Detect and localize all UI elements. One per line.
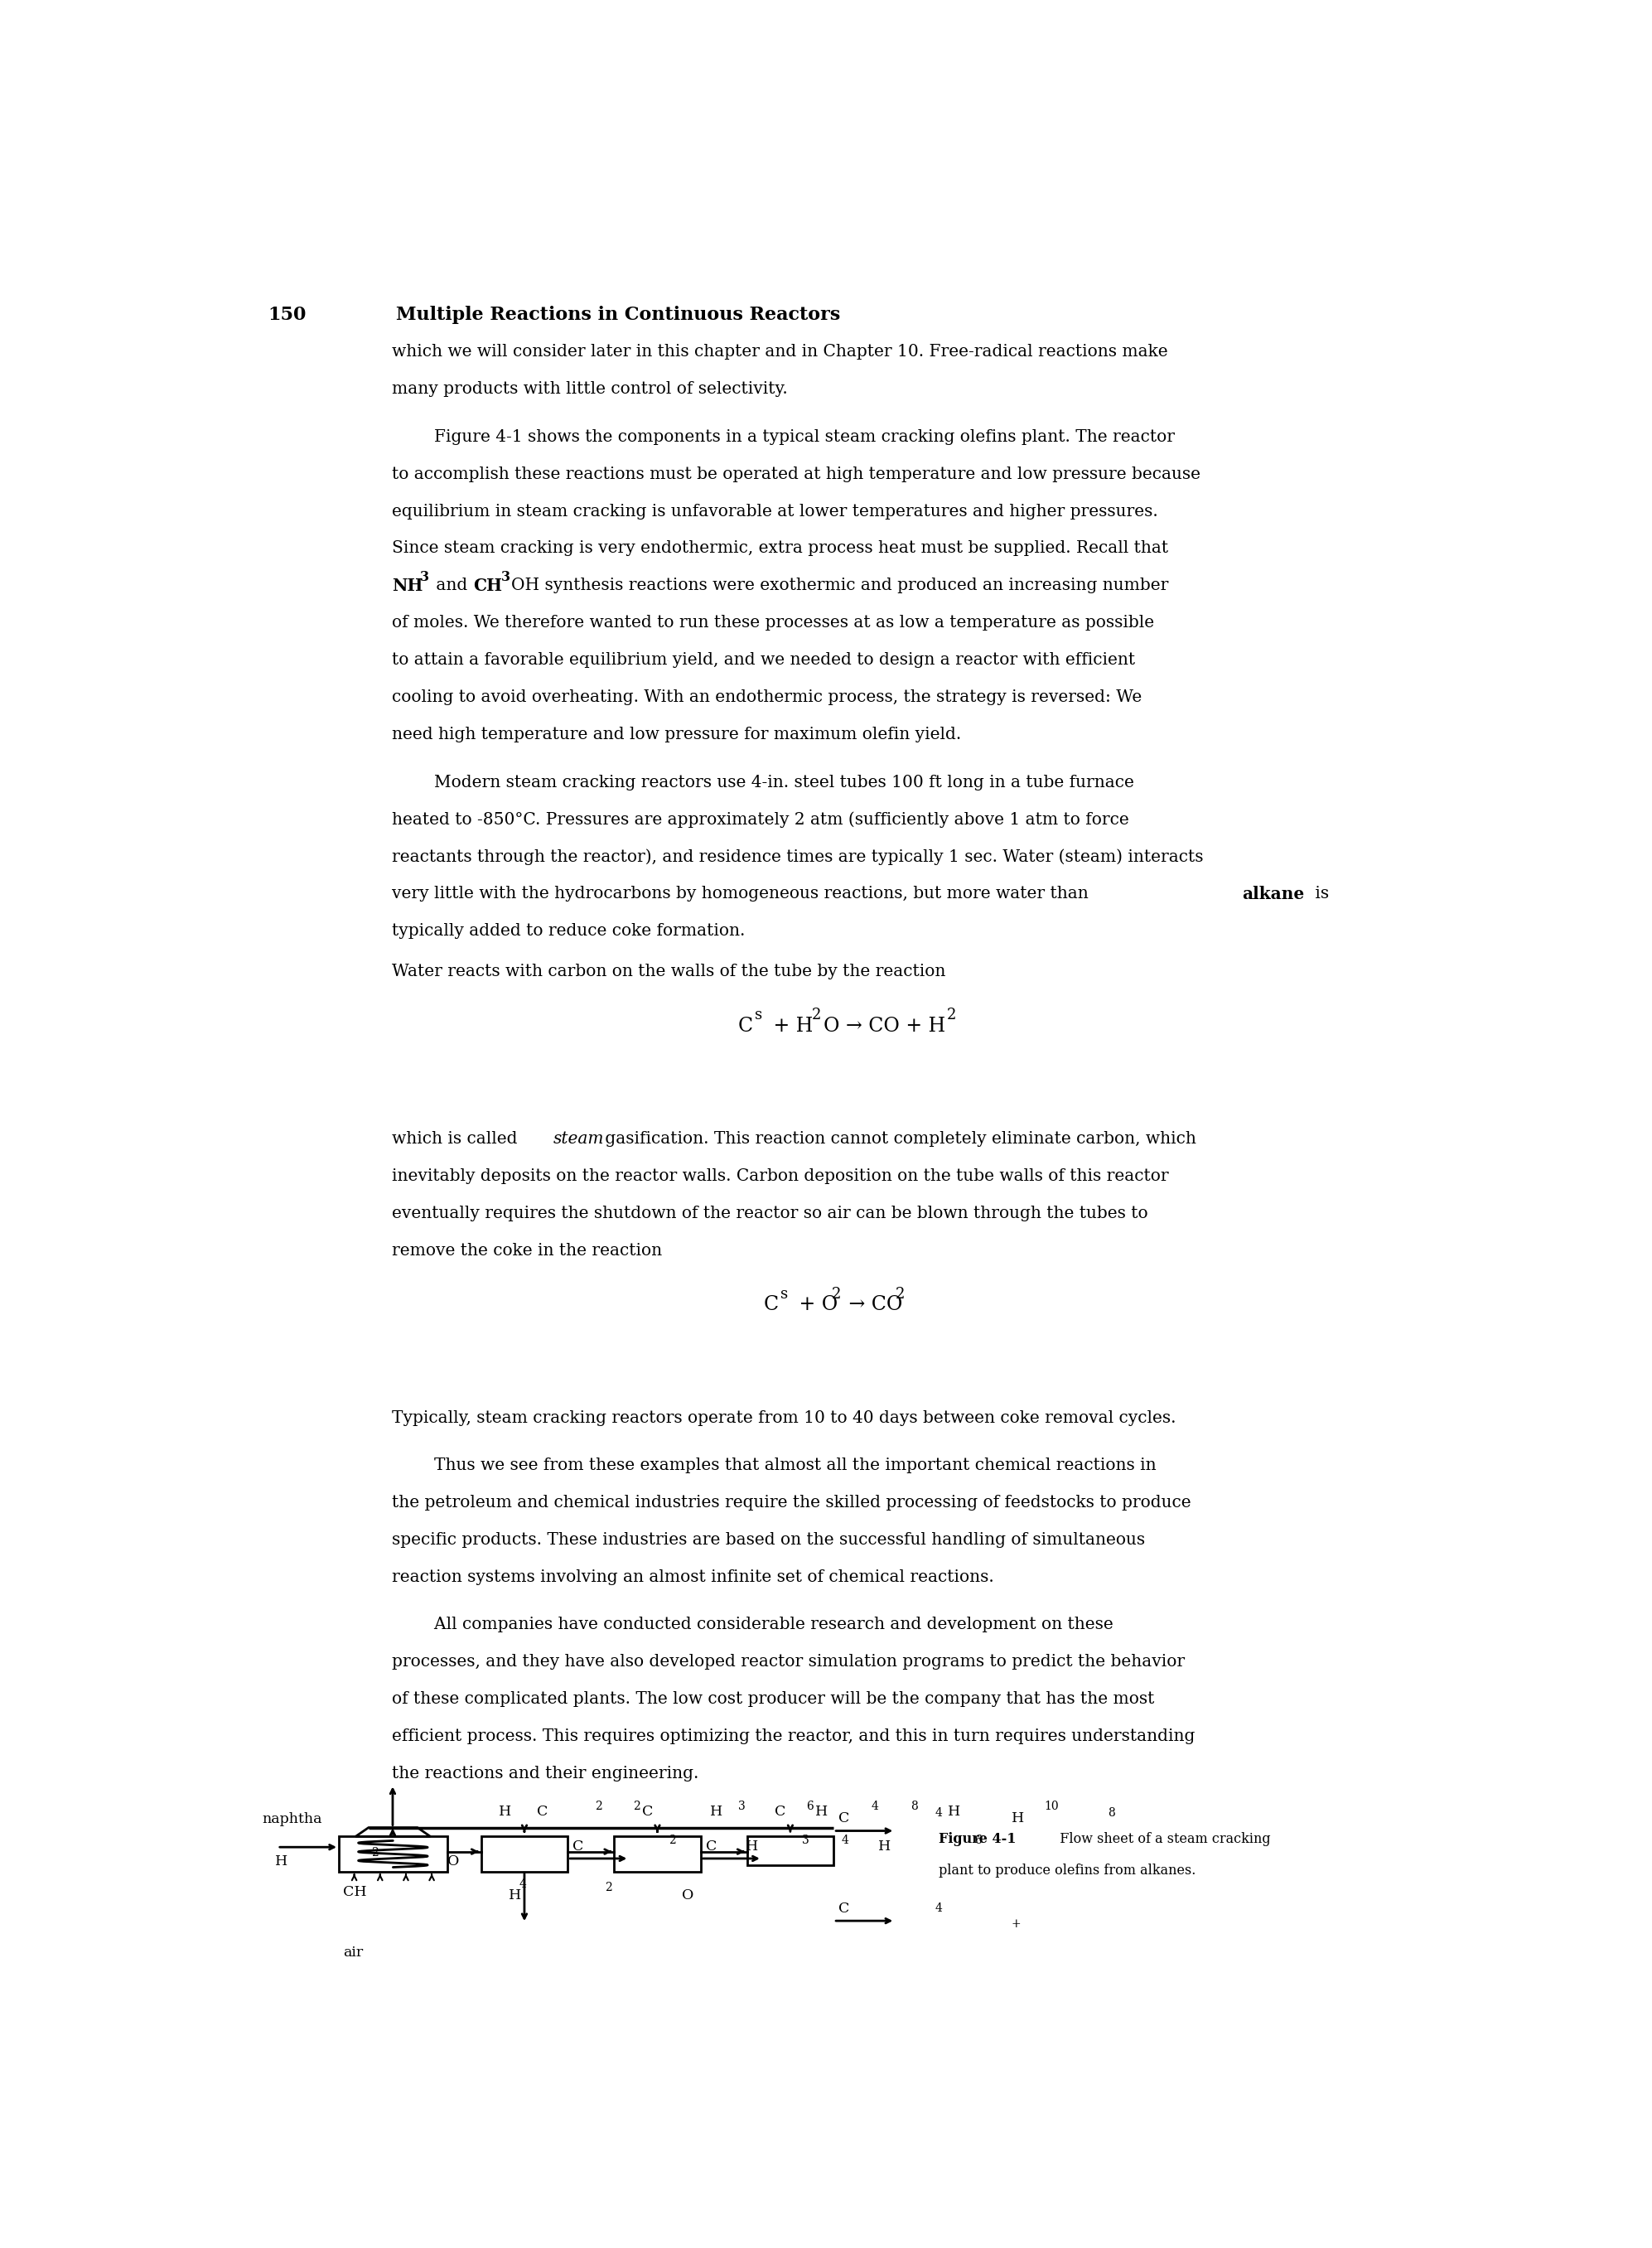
Text: → CO: → CO xyxy=(843,1295,902,1315)
Text: many products with little control of selectivity.: many products with little control of sel… xyxy=(392,382,788,398)
Text: C: C xyxy=(839,1902,849,1915)
Text: 3: 3 xyxy=(738,1801,745,1812)
Text: 10: 10 xyxy=(1044,1801,1059,1812)
Text: efficient process. This requires optimizing the reactor, and this in turn requir: efficient process. This requires optimiz… xyxy=(392,1729,1196,1744)
Text: 2: 2 xyxy=(605,1882,613,1893)
Text: equilibrium in steam cracking is unfavorable at lower temperatures and higher pr: equilibrium in steam cracking is unfavor… xyxy=(392,504,1158,519)
Text: 4: 4 xyxy=(935,1902,942,1913)
Text: 8: 8 xyxy=(1107,1807,1115,1819)
Text: C: C xyxy=(643,1805,653,1819)
Text: Figure 4-1: Figure 4-1 xyxy=(938,1832,1016,1846)
Text: C: C xyxy=(839,1812,849,1825)
Text: need high temperature and low pressure for maximum olefin yield.: need high temperature and low pressure f… xyxy=(392,726,961,742)
Text: 2: 2 xyxy=(669,1834,676,1846)
Text: reaction systems involving an almost infinite set of chemical reactions.: reaction systems involving an almost inf… xyxy=(392,1569,995,1585)
Text: is: is xyxy=(1310,886,1330,901)
Text: and: and xyxy=(431,578,472,593)
Text: O: O xyxy=(448,1855,459,1868)
Text: inevitably deposits on the reactor walls. Carbon deposition on the tube walls of: inevitably deposits on the reactor walls… xyxy=(392,1169,1170,1185)
Text: 2: 2 xyxy=(372,1848,378,1859)
Text: of moles. We therefore wanted to run these processes at as low a temperature as : of moles. We therefore wanted to run the… xyxy=(392,616,1155,632)
Text: C: C xyxy=(573,1839,583,1852)
Text: 6: 6 xyxy=(975,1834,981,1846)
Text: O → CO + H: O → CO + H xyxy=(824,1016,945,1036)
Text: 4: 4 xyxy=(871,1801,879,1812)
Text: processes, and they have also developed reactor simulation programs to predict t: processes, and they have also developed … xyxy=(392,1655,1184,1670)
Text: alkane: alkane xyxy=(1242,886,1305,901)
Text: Figure 4-1 shows the components in a typical steam cracking olefins plant. The r: Figure 4-1 shows the components in a typ… xyxy=(392,429,1175,445)
Text: Thus we see from these examples that almost all the important chemical reactions: Thus we see from these examples that alm… xyxy=(392,1457,1156,1472)
Text: 3: 3 xyxy=(501,571,510,584)
Text: C: C xyxy=(763,1295,778,1315)
Text: All companies have conducted considerable research and development on these: All companies have conducted considerabl… xyxy=(392,1616,1113,1632)
Text: C: C xyxy=(537,1805,548,1819)
Text: NH: NH xyxy=(392,578,423,593)
Text: very little with the hydrocarbons by homogeneous reactions, but more water than: very little with the hydrocarbons by hom… xyxy=(392,886,1094,901)
Text: H: H xyxy=(745,1839,758,1852)
Text: the petroleum and chemical industries require the skilled processing of feedstoc: the petroleum and chemical industries re… xyxy=(392,1495,1191,1511)
Text: heated to -850°C. Pressures are approximately 2 atm (sufficiently above 1 atm to: heated to -850°C. Pressures are approxim… xyxy=(392,812,1130,827)
Text: O: O xyxy=(682,1888,694,1902)
Text: C: C xyxy=(738,1016,753,1036)
Text: 8: 8 xyxy=(910,1801,919,1812)
Text: s: s xyxy=(780,1286,788,1302)
Text: C: C xyxy=(705,1839,717,1852)
Text: +: + xyxy=(1011,1918,1021,1929)
Text: remove the coke in the reaction: remove the coke in the reaction xyxy=(392,1243,662,1259)
Text: CH: CH xyxy=(472,578,502,593)
Text: which is called: which is called xyxy=(392,1131,524,1146)
Text: H: H xyxy=(948,1805,960,1819)
Text: H: H xyxy=(509,1888,522,1902)
Text: 150: 150 xyxy=(268,306,306,324)
Text: steam: steam xyxy=(553,1131,605,1146)
Text: specific products. These industries are based on the successful handling of simu: specific products. These industries are … xyxy=(392,1531,1145,1547)
Text: Modern steam cracking reactors use 4-in. steel tubes 100 ft long in a tube furna: Modern steam cracking reactors use 4-in.… xyxy=(392,773,1135,789)
Text: 3: 3 xyxy=(801,1834,809,1846)
Text: reactants through the reactor), and residence times are typically 1 sec. Water (: reactants through the reactor), and resi… xyxy=(392,850,1204,865)
Text: the reactions and their engineering.: the reactions and their engineering. xyxy=(392,1765,699,1780)
Text: H: H xyxy=(1011,1812,1024,1825)
Text: + O: + O xyxy=(793,1295,838,1315)
Text: H: H xyxy=(710,1805,722,1819)
Text: 3: 3 xyxy=(420,571,430,584)
Text: H: H xyxy=(879,1839,890,1852)
Text: 2: 2 xyxy=(895,1286,905,1302)
Text: 4: 4 xyxy=(519,1879,525,1891)
Text: H: H xyxy=(814,1805,828,1819)
Text: to accomplish these reactions must be operated at high temperature and low press: to accomplish these reactions must be op… xyxy=(392,465,1201,481)
Text: C: C xyxy=(775,1805,786,1819)
Text: of these complicated plants. The low cost producer will be the company that has : of these complicated plants. The low cos… xyxy=(392,1690,1155,1706)
Text: 4: 4 xyxy=(935,1807,942,1819)
Text: 4: 4 xyxy=(841,1834,849,1846)
Text: H: H xyxy=(274,1855,287,1868)
Text: s: s xyxy=(755,1007,762,1023)
Text: Flow sheet of a steam cracking: Flow sheet of a steam cracking xyxy=(1051,1832,1270,1846)
Text: + H: + H xyxy=(767,1016,813,1036)
Text: 2: 2 xyxy=(831,1286,841,1302)
Text: air: air xyxy=(342,1947,363,1960)
Text: to attain a favorable equilibrium yield, and we needed to design a reactor with : to attain a favorable equilibrium yield,… xyxy=(392,652,1135,668)
Text: Water reacts with carbon on the walls of the tube by the reaction: Water reacts with carbon on the walls of… xyxy=(392,964,947,980)
Text: typically added to reduce coke formation.: typically added to reduce coke formation… xyxy=(392,924,745,940)
Text: eventually requires the shutdown of the reactor so air can be blown through the : eventually requires the shutdown of the … xyxy=(392,1205,1148,1221)
Text: gasification. This reaction cannot completely eliminate carbon, which: gasification. This reaction cannot compl… xyxy=(600,1131,1196,1146)
Text: OH synthesis reactions were exothermic and produced an increasing number: OH synthesis reactions were exothermic a… xyxy=(510,578,1168,593)
Text: 2: 2 xyxy=(595,1801,601,1812)
Text: CH: CH xyxy=(342,1886,367,1900)
Text: Since steam cracking is very endothermic, extra process heat must be supplied. R: Since steam cracking is very endothermic… xyxy=(392,542,1168,558)
Text: Multiple Reactions in Continuous Reactors: Multiple Reactions in Continuous Reactor… xyxy=(396,306,841,324)
Text: H: H xyxy=(499,1805,512,1819)
Text: cooling to avoid overheating. With an endothermic process, the strategy is rever: cooling to avoid overheating. With an en… xyxy=(392,690,1142,706)
Text: Typically, steam cracking reactors operate from 10 to 40 days between coke remov: Typically, steam cracking reactors opera… xyxy=(392,1409,1176,1425)
Text: naphtha: naphtha xyxy=(263,1812,322,1825)
Text: 6: 6 xyxy=(806,1801,813,1812)
Text: plant to produce olefins from alkanes.: plant to produce olefins from alkanes. xyxy=(938,1864,1196,1877)
Text: 2: 2 xyxy=(633,1801,641,1812)
Text: which we will consider later in this chapter and in Chapter 10. Free-radical rea: which we will consider later in this cha… xyxy=(392,344,1168,360)
Text: 2: 2 xyxy=(813,1007,821,1023)
Text: 2: 2 xyxy=(947,1007,957,1023)
